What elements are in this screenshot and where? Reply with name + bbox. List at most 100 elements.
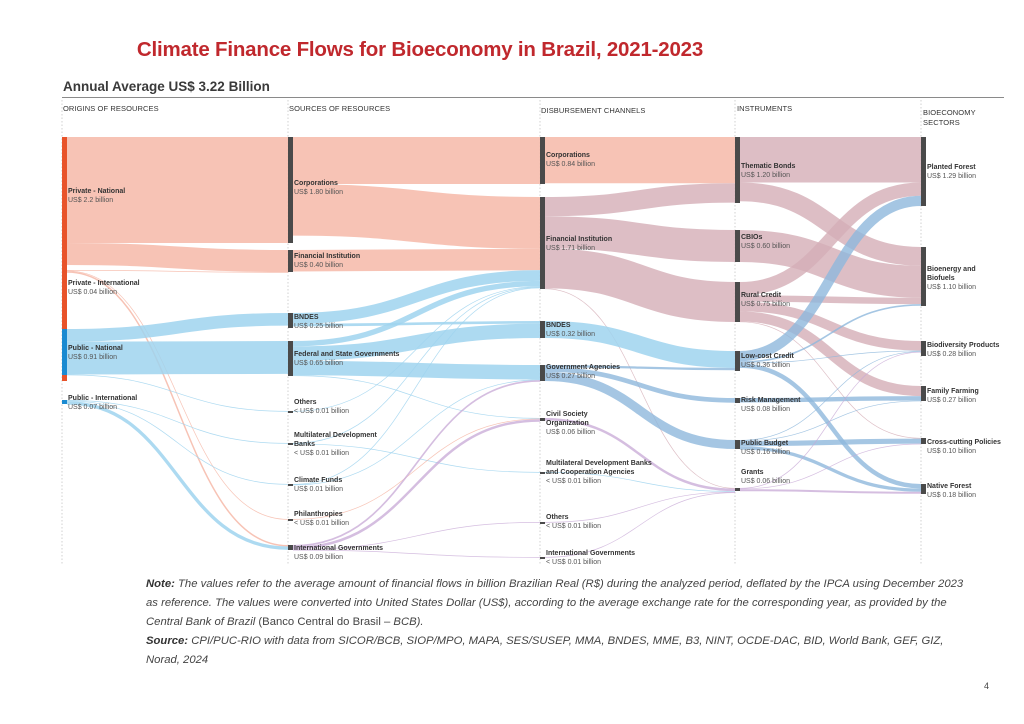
node-label: Private - International US$ 0.04 billion: [68, 279, 140, 297]
sankey-link-d_oth-to-i_gr: [544, 491, 736, 523]
node-label: Family Farming US$ 0.27 billion: [927, 387, 979, 405]
sankey-node-i_rm: [735, 398, 740, 403]
node-name: Family Farming: [927, 388, 979, 395]
sankey-link-i_lcc-to-b_bio: [739, 304, 922, 363]
node-value: US$ 0.07 billion: [68, 404, 118, 411]
sankey-link-i_tb-to-b_bio: [739, 182, 922, 266]
sankey-node-i_lcc: [735, 351, 740, 371]
node-name: Rural Credit: [741, 292, 782, 299]
node-label: Bioenergy and Biofuels US$ 1.10 billion: [927, 265, 985, 292]
note-label: Note:: [146, 578, 175, 590]
sankey-link-i_gr-to-b_bd: [739, 351, 922, 489]
sankey-link-o_pi-to-s_fin: [66, 270, 289, 273]
node-name: International Governments: [546, 550, 636, 557]
sankey-link-d_bndes-to-i_lcc: [544, 321, 736, 368]
sankey-link-o_ui-to-s_mdb: [66, 400, 289, 444]
sankey-node-b_bio: [921, 247, 926, 306]
sankey-link-o_pi-to-s_ig: [66, 271, 289, 547]
sankey-node-i_cbio: [735, 230, 740, 262]
sankey-link-d_fin-to-i_rc: [544, 248, 736, 322]
node-value: < US$ 0.01 billion: [546, 478, 602, 485]
sankey-node-b_pf: [921, 137, 926, 206]
node-label: BNDES US$ 0.25 billion: [294, 313, 343, 331]
node-name: Public - National: [68, 345, 123, 352]
node-label: Financial Institution US$ 0.40 billion: [294, 252, 360, 270]
note-text-bcb: (Banco Central do Brasil –: [258, 616, 394, 628]
node-name: Grants: [741, 469, 764, 476]
node-value: US$ 0.18 billion: [927, 492, 977, 499]
sankey-link-s_ig-to-d_oth: [292, 522, 541, 550]
note-paragraph: Note: The values refer to the average am…: [146, 575, 966, 632]
column-header-sectors: BIOECONOMY SECTORS: [923, 108, 976, 127]
sankey-link-i_rc-to-b_pf: [739, 182, 922, 296]
node-name: Bioenergy and Biofuels: [927, 266, 976, 282]
sankey-node-o_pn: [62, 137, 67, 381]
sankey-link-i_pb-to-b_ff: [739, 400, 922, 442]
sankey-link-s_ig-to-d_cso: [292, 419, 541, 550]
sankey-node-d_gov: [540, 365, 545, 381]
node-label: Public Budget US$ 0.16 billion: [741, 439, 790, 457]
sankey-node-s_cf: [288, 484, 293, 486]
node-name: Corporations: [546, 152, 590, 159]
sankey-node-b_cc: [921, 438, 926, 444]
sankey-link-i_rm-to-b_ff: [739, 396, 922, 403]
source-text: CPI/PUC-RIO with data from SICOR/BCB, SI…: [146, 635, 944, 666]
node-value: US$ 1.29 billion: [927, 173, 977, 180]
sankey-link-o_pi-to-s_phil: [66, 270, 289, 520]
node-label: International Governments US$ 0.09 billio…: [294, 544, 383, 562]
node-value: US$ 0.28 billion: [927, 351, 977, 358]
note-text: The values refer to the average amount o…: [146, 578, 964, 628]
sankey-node-i_pb: [735, 440, 740, 449]
node-name: Planted Forest: [927, 164, 976, 171]
sankey-link-o_ui-to-s_cf: [66, 400, 289, 485]
sankey-link-i_lcc-to-b_pf: [739, 195, 922, 362]
node-value: US$ 0.25 billion: [294, 323, 344, 330]
sankey-node-s_phil: [288, 519, 293, 521]
sankey-link-i_gr-to-b_cc: [739, 443, 922, 490]
node-name: Biodiversity Products: [927, 342, 1000, 349]
sankey-link-s_cf-to-d_gov: [292, 379, 541, 486]
node-value: US$ 0.16 billion: [741, 449, 791, 456]
node-name: Private - International: [68, 280, 140, 287]
column-header-instruments: INSTRUMENTS: [737, 104, 793, 113]
node-name: Cross-cutting Policies: [927, 439, 1001, 446]
sankey-link-d_fin-to-i_tb: [544, 183, 736, 217]
node-value: US$ 1.80 billion: [294, 189, 344, 196]
sankey-node-d_bndes: [540, 321, 545, 338]
sankey-link-s_fin-to-d_fin: [292, 248, 541, 272]
node-label: Others < US$ 0.01 billion: [546, 513, 601, 531]
sankey-link-i_rc-to-b_cc: [739, 321, 922, 439]
sankey-link-i_pb-to-b_bd: [739, 351, 922, 441]
node-value: US$ 0.60 billion: [741, 243, 791, 250]
sankey-link-i_lcc-to-b_nf: [739, 363, 922, 489]
node-label: Multilateral Development Banks < US$ 0.01…: [294, 431, 384, 458]
sankey-node-b_bd: [921, 341, 926, 356]
node-name: Thematic Bonds: [741, 163, 796, 170]
sankey-link-o_ui-to-s_ig: [66, 401, 289, 550]
sankey-link-s_phil-to-d_cso: [292, 418, 541, 520]
sankey-link-s_mdb-to-d_mdb: [292, 443, 541, 473]
page-number: 4: [984, 681, 990, 691]
sankey-link-i_pb-to-b_nf: [739, 446, 922, 492]
node-label: International Governments < US$ 0.01 bill…: [546, 549, 635, 567]
node-name: Risk Management: [741, 397, 801, 404]
node-label: Corporations US$ 1.80 billion: [294, 179, 343, 197]
node-value: US$ 1.10 billion: [927, 284, 977, 291]
node-name: Federal and State Governments: [294, 351, 400, 358]
node-value: US$ 0.27 billion: [927, 397, 977, 404]
sankey-link-d_cso-to-i_gr: [544, 418, 736, 492]
sankey-node-s_ig: [288, 545, 293, 550]
sankey-link-d_gov-to-i_pb: [544, 371, 736, 449]
column-header-sources: SOURCES OF RESOURCES: [289, 104, 391, 113]
sankey-link-s_bndes-to-d_bndes: [292, 320, 541, 327]
node-value: US$ 0.04 billion: [68, 289, 118, 296]
node-value: < US$ 0.01 billion: [546, 523, 602, 530]
node-label: Thematic Bonds US$ 1.20 billion: [741, 162, 795, 180]
note-text-end: BCB).: [393, 616, 424, 628]
node-name: Multilateral Development Banks and Coope…: [546, 460, 652, 476]
node-name: Climate Funds: [294, 477, 343, 484]
node-name: Government Agencies: [546, 364, 621, 371]
node-value: US$ 1.20 billion: [741, 172, 791, 179]
node-value: < US$ 0.01 billion: [294, 408, 350, 415]
